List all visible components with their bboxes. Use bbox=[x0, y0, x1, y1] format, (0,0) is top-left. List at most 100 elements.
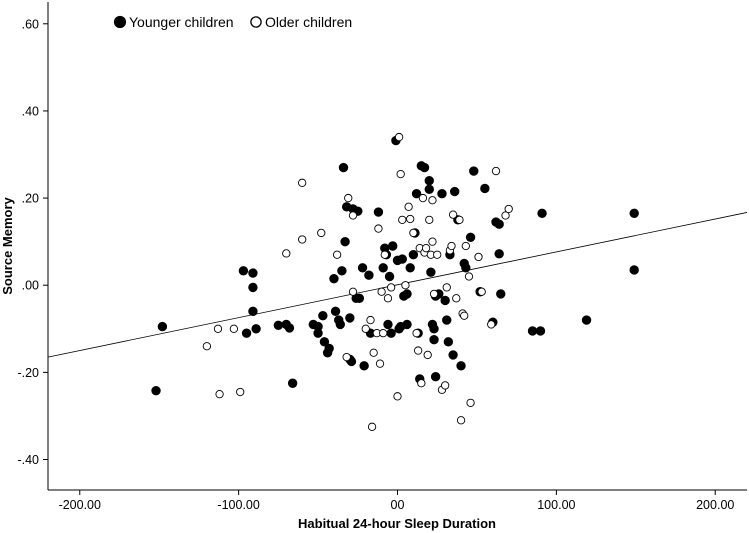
older-children-point bbox=[417, 379, 426, 388]
older-children-point bbox=[366, 315, 375, 325]
older-children-point bbox=[461, 241, 470, 251]
older-children-point bbox=[504, 204, 513, 214]
younger-children-point bbox=[313, 328, 323, 338]
older-children-point bbox=[423, 350, 432, 360]
younger-children-point bbox=[238, 266, 249, 276]
older-children-point bbox=[229, 324, 239, 333]
younger-children-point bbox=[448, 350, 458, 360]
younger-children-point bbox=[386, 328, 396, 338]
older-children-point bbox=[386, 283, 396, 292]
younger-children-point bbox=[527, 326, 538, 336]
younger-children-point bbox=[424, 175, 434, 186]
older-children-point bbox=[380, 250, 389, 259]
younger-children-point bbox=[440, 295, 450, 306]
younger-children-point bbox=[465, 232, 476, 242]
younger-children-point bbox=[284, 323, 295, 333]
older-children-point bbox=[409, 228, 418, 238]
older-children-point bbox=[202, 342, 212, 351]
older-children-point bbox=[447, 241, 456, 251]
x-tick-label: -200.00 bbox=[59, 498, 101, 512]
older-children-point bbox=[487, 320, 496, 329]
y-tick-label: .00 bbox=[22, 279, 39, 293]
older-children-point bbox=[394, 132, 404, 142]
older-children-point bbox=[383, 294, 393, 303]
older-children-point bbox=[396, 169, 405, 179]
younger-children-point bbox=[248, 268, 258, 278]
legend: Younger children Older children bbox=[113, 14, 352, 30]
younger-children-point bbox=[248, 282, 258, 293]
older-children-point bbox=[317, 228, 326, 238]
younger-children-point bbox=[629, 265, 639, 275]
older-children-point bbox=[332, 250, 342, 259]
younger-children-point bbox=[319, 337, 330, 347]
older-children-point bbox=[448, 210, 458, 219]
younger-children-point bbox=[449, 186, 460, 197]
younger-children-point bbox=[537, 208, 547, 219]
younger-children-point bbox=[329, 273, 339, 284]
older-children-point bbox=[344, 193, 353, 203]
younger-children-point bbox=[251, 324, 261, 334]
younger-children-point bbox=[241, 328, 252, 338]
younger-children-point bbox=[330, 306, 341, 317]
younger-children-point bbox=[535, 326, 546, 336]
legend-label-younger-children: Younger children bbox=[129, 14, 234, 30]
older-children-point bbox=[477, 287, 486, 296]
axis-ticks: -.40 -.20 .00 .20 .40 .60 -200.00 -100.00 00 100.… bbox=[17, 17, 734, 512]
older-children-point bbox=[412, 328, 421, 338]
younger-children-point bbox=[364, 270, 374, 280]
younger-children-point bbox=[287, 378, 298, 388]
younger-children-point bbox=[383, 319, 393, 330]
older-children-point bbox=[298, 235, 307, 244]
younger-children-point bbox=[408, 250, 419, 260]
younger-children-point bbox=[335, 319, 346, 330]
younger-children-point bbox=[629, 208, 639, 219]
older-children-point bbox=[460, 311, 469, 320]
younger-children-point bbox=[388, 241, 398, 251]
older-children-point bbox=[433, 250, 442, 259]
older-children-point bbox=[455, 215, 464, 225]
legend-marker-older-children bbox=[250, 16, 262, 28]
younger-children-point bbox=[359, 361, 369, 371]
younger-children-point bbox=[469, 166, 479, 176]
younger-children-point bbox=[461, 263, 471, 273]
older-children-point bbox=[441, 381, 450, 390]
younger-children-point bbox=[378, 263, 388, 273]
legend-marker-younger-children bbox=[113, 15, 127, 29]
older-children-point bbox=[406, 214, 415, 224]
fit-line bbox=[47, 212, 748, 358]
younger-children-point bbox=[405, 263, 415, 273]
younger-children-point bbox=[426, 267, 436, 277]
x-tick-label: -100.00 bbox=[217, 498, 259, 512]
data-points bbox=[151, 132, 639, 431]
x-axis-title: Habitual 24-hour Sleep Duration bbox=[298, 516, 496, 531]
younger-children-point bbox=[456, 361, 466, 371]
older-children-point bbox=[398, 215, 407, 225]
younger-children-point bbox=[496, 289, 506, 299]
younger-children-point bbox=[151, 385, 161, 396]
y-tick-label: -.40 bbox=[17, 453, 39, 467]
younger-children-point bbox=[338, 162, 349, 173]
older-children-point bbox=[374, 224, 383, 233]
older-children-point bbox=[401, 281, 410, 290]
younger-children-point bbox=[437, 189, 447, 199]
older-children-point bbox=[456, 416, 466, 425]
older-children-point bbox=[375, 359, 385, 368]
y-tick-label: .20 bbox=[22, 192, 39, 206]
younger-children-point bbox=[157, 321, 168, 332]
older-children-point bbox=[369, 348, 378, 357]
older-children-point bbox=[428, 237, 437, 246]
younger-children-point bbox=[354, 293, 365, 303]
younger-children-point bbox=[345, 313, 355, 323]
younger-children-point bbox=[480, 183, 490, 194]
older-children-point bbox=[452, 294, 461, 303]
older-children-point bbox=[361, 324, 370, 333]
older-children-point bbox=[298, 178, 307, 187]
older-children-point bbox=[428, 196, 437, 205]
y-tick-label: .60 bbox=[22, 17, 39, 31]
older-children-point bbox=[236, 387, 245, 397]
older-children-point bbox=[466, 398, 475, 408]
older-children-point bbox=[379, 328, 388, 338]
legend-label-older-children: Older children bbox=[265, 14, 352, 30]
older-children-point bbox=[491, 166, 501, 176]
younger-children-point bbox=[419, 162, 430, 173]
